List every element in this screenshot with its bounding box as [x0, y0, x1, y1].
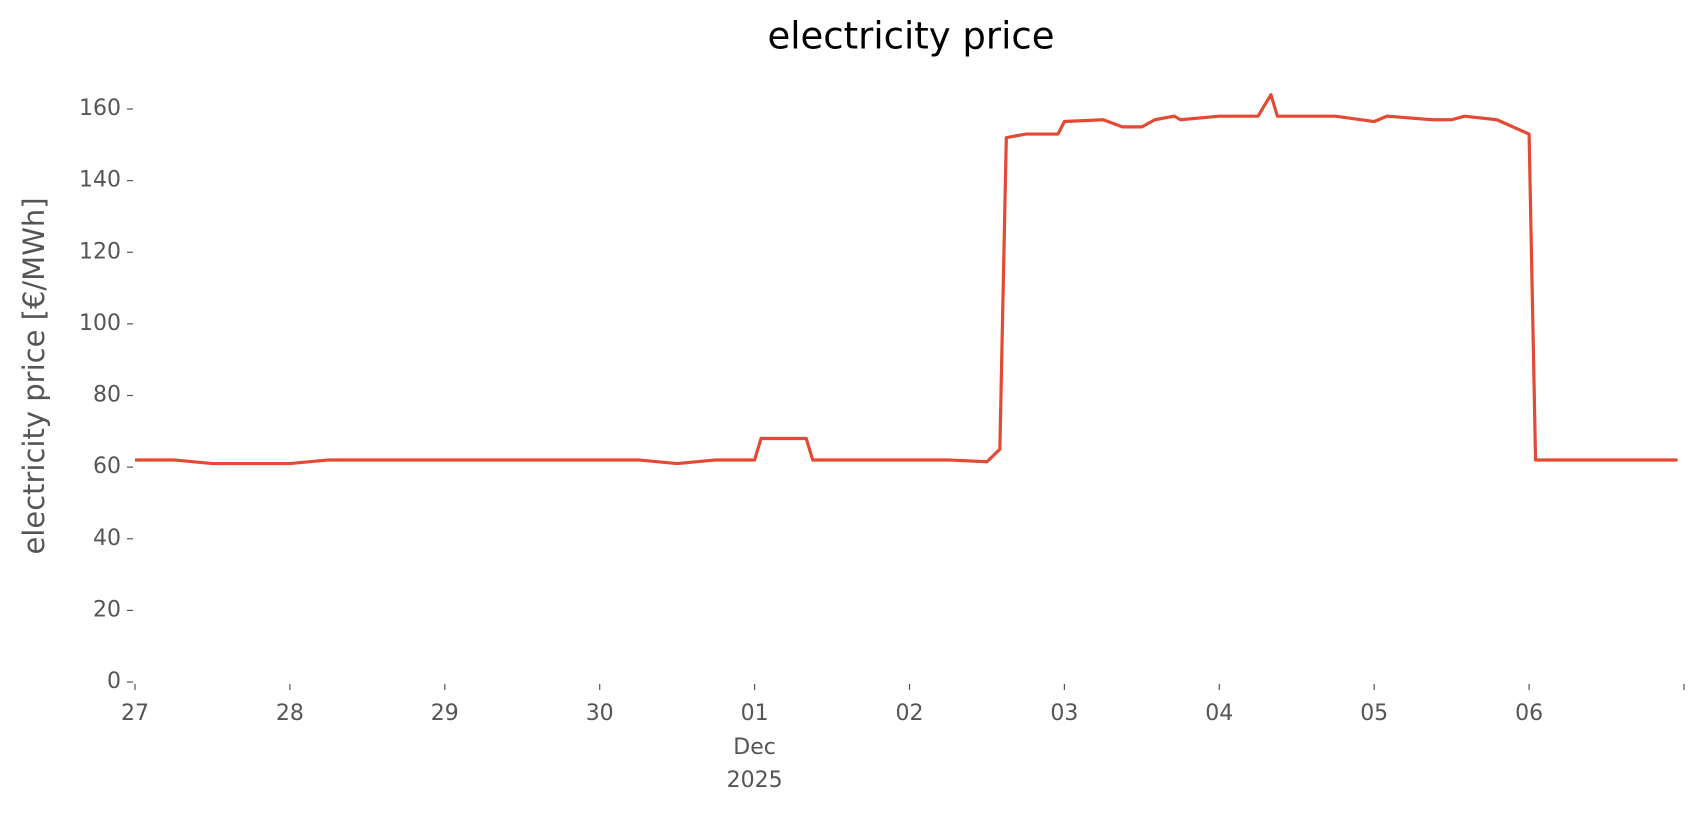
x-tick-label: 01: [741, 701, 769, 726]
y-tick-label: 60: [93, 454, 121, 479]
x-year-label: 2025: [727, 768, 783, 793]
x-tick-label: 06: [1515, 701, 1543, 726]
y-axis-label: electricity price [€/MWh]: [17, 197, 51, 554]
x-tick-label: 27: [121, 701, 149, 726]
y-tick-label: 0: [107, 669, 121, 694]
y-tick-label: 100: [79, 311, 121, 336]
x-tick-label: 04: [1205, 701, 1233, 726]
chart-title: electricity price: [767, 15, 1054, 58]
x-tick-label: 03: [1050, 701, 1078, 726]
x-month-label: Dec: [733, 735, 776, 760]
y-tick-label: 20: [93, 597, 121, 622]
data-line: [135, 93, 1678, 466]
x-tick-label: 02: [896, 701, 924, 726]
x-tick-label: 05: [1360, 701, 1388, 726]
x-tick-label: 29: [431, 701, 459, 726]
y-tick-label: 120: [79, 239, 121, 264]
y-tick-label: 140: [79, 168, 121, 193]
y-tick-label: 40: [93, 526, 121, 551]
y-tick-label: 160: [79, 96, 121, 121]
x-tick-label: 28: [276, 701, 304, 726]
x-tick-label: 30: [586, 701, 614, 726]
y-tick-label: 80: [93, 383, 121, 408]
